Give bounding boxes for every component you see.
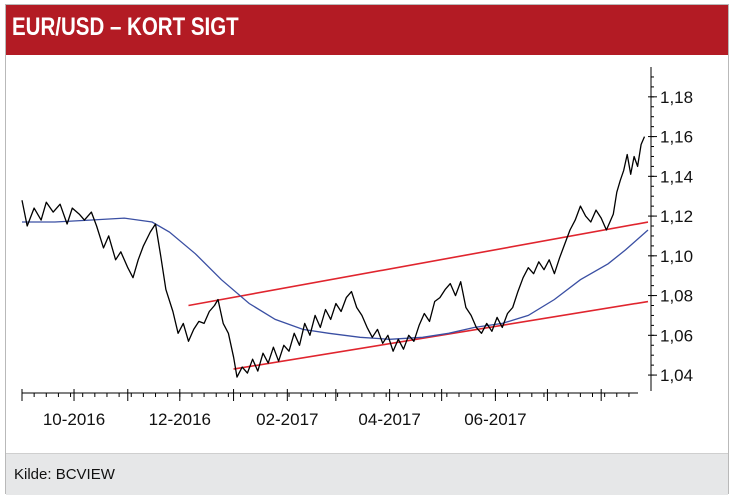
chart-title: EUR/USD – KORT SIGT (12, 13, 239, 41)
y-tick-label: 1,18 (660, 88, 693, 107)
y-tick-label: 1,08 (660, 287, 693, 306)
eurusd-chart: 1,04 1,06 1,08 1,10 1,12 1,14 1,16 1,18 10-2016… (21, 67, 693, 429)
y-tick-label: 1,16 (660, 128, 693, 147)
price-line (21, 136, 646, 378)
x-tick-label: 12-2016 (149, 410, 211, 429)
moving-average-line (22, 217, 649, 340)
x-tick-label: 10-2016 (43, 410, 105, 429)
price-series (21, 136, 646, 378)
chart-panel: EUR/USD – KORT SIGT 1,04 1,06 1,08 1,10 1,12… (5, 4, 729, 495)
chart-footer: Kilde: BCVIEW (6, 453, 728, 495)
chart-header: EUR/USD – KORT SIGT (6, 5, 728, 55)
source-label: Kilde: BCVIEW (14, 466, 115, 483)
x-axis: 10-2016 12-2016 02-2017 04-2017 06-2017 (21, 389, 638, 429)
y-tick-label: 1,14 (660, 167, 693, 186)
x-tick-label: 04-2017 (358, 410, 420, 429)
trend-channel (188, 221, 649, 370)
moving-average (22, 217, 649, 340)
y-tick-label: 1,10 (660, 247, 693, 266)
channel-lower-line (233, 300, 649, 370)
plot-area: 1,04 1,06 1,08 1,10 1,12 1,14 1,16 1,18 10-2016… (6, 55, 728, 453)
channel-upper-line (188, 221, 649, 307)
y-tick-label: 1,12 (660, 207, 693, 226)
x-tick-label: 06-2017 (464, 410, 526, 429)
x-tick-label: 02-2017 (256, 410, 318, 429)
y-tick-label: 1,06 (660, 326, 693, 345)
y-axis: 1,04 1,06 1,08 1,10 1,12 1,14 1,16 1,18 (648, 67, 693, 391)
y-tick-label: 1,04 (660, 366, 693, 385)
